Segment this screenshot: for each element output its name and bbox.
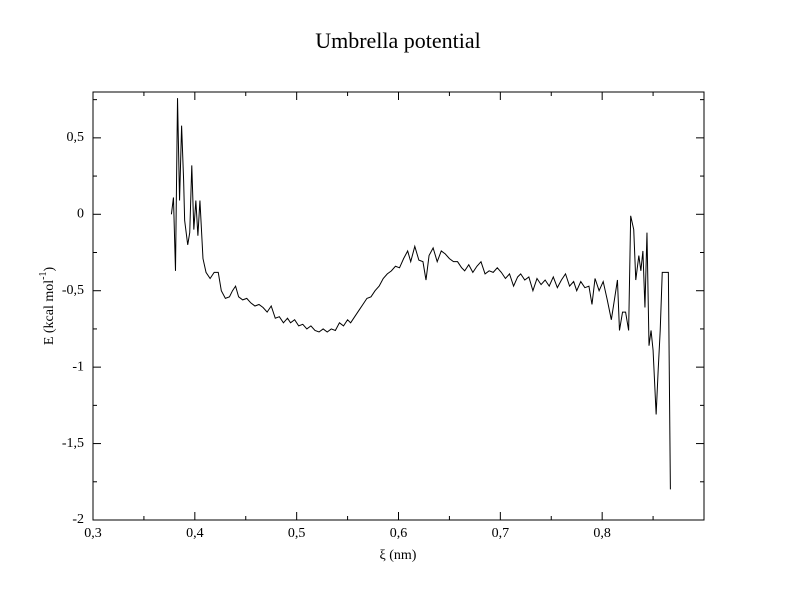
y-tick-label: -0,5 [62,283,84,298]
x-tick-label: 0,4 [186,526,204,541]
y-tick-label: -1,5 [62,436,84,451]
y-axis-label-main: E (kcal mol [42,280,57,345]
x-tick-label: 0,5 [288,526,306,541]
x-tick-label: 0,7 [492,526,510,541]
y-axis-label-sup: -1 [38,272,49,280]
y-axis-label-end: ) [42,267,57,272]
data-line [170,98,671,490]
y-axis-label: E (kcal mol-1) [38,267,57,346]
x-axis-label: ξ (nm) [380,548,417,563]
x-tick-label: 0,6 [390,526,408,541]
y-tick-label: 0 [77,207,84,222]
x-tick-label: 0,3 [84,526,102,541]
chart-title: Umbrella potential [315,28,481,53]
y-tick-label: -2 [72,512,84,527]
y-tick-label: 0,5 [67,130,85,145]
y-tick-label: -1 [72,359,84,374]
x-tick-label: 0,8 [593,526,611,541]
